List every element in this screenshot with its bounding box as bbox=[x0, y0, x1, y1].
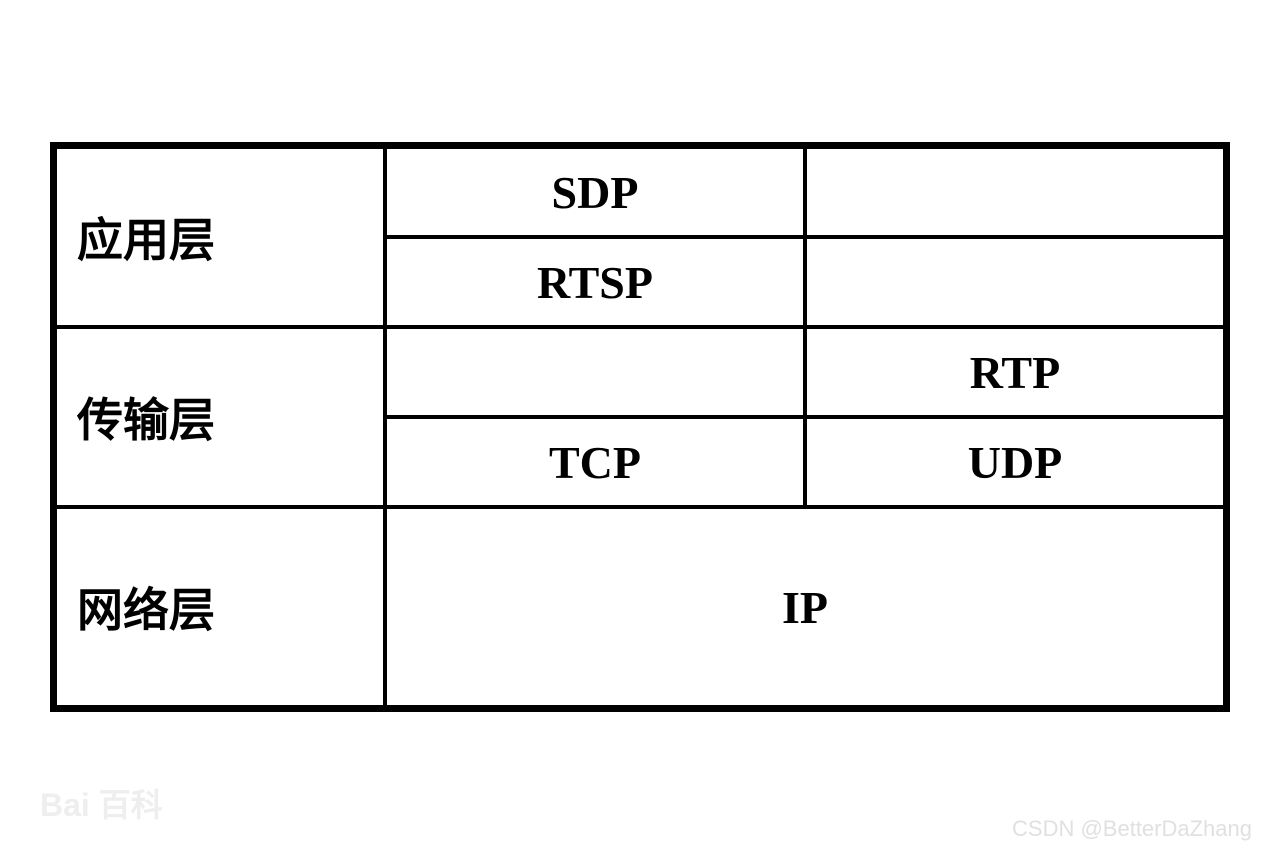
tcp-cell: TCP bbox=[385, 417, 805, 507]
udp-cell: UDP bbox=[805, 417, 1225, 507]
baidu-watermark: Bai 百科 bbox=[40, 780, 163, 826]
network-layer-label: 网络层 bbox=[55, 507, 385, 707]
empty-cell bbox=[385, 327, 805, 417]
csdn-watermark: CSDN @BetterDaZhang bbox=[1012, 816, 1252, 842]
protocol-stack-table: 应用层 SDP RTSP 传输层 RTP TCP UDP 网络层 IP bbox=[50, 142, 1230, 712]
empty-cell bbox=[805, 237, 1225, 327]
application-layer-label: 应用层 bbox=[55, 147, 385, 327]
sdp-cell: SDP bbox=[385, 147, 805, 237]
empty-cell bbox=[805, 147, 1225, 237]
ip-cell: IP bbox=[385, 507, 1225, 707]
rtsp-cell: RTSP bbox=[385, 237, 805, 327]
rtp-cell: RTP bbox=[805, 327, 1225, 417]
transport-layer-label: 传输层 bbox=[55, 327, 385, 507]
